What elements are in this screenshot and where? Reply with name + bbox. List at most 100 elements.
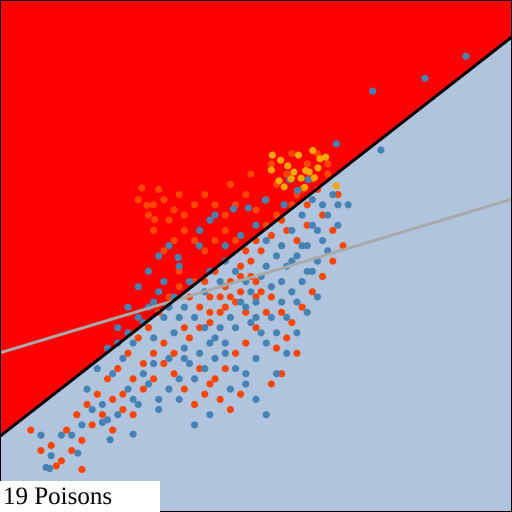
class-b-point xyxy=(216,308,224,316)
class-a-point xyxy=(462,52,470,60)
class-b-point xyxy=(68,446,76,455)
class-a-point xyxy=(334,201,342,209)
class-b-point xyxy=(329,257,337,265)
class-b-point xyxy=(252,206,260,214)
class-a-point xyxy=(47,452,55,460)
class-b-point xyxy=(231,298,240,306)
class-a-point xyxy=(134,283,142,291)
poison-point xyxy=(322,153,330,161)
class-b-point xyxy=(242,339,250,347)
class-a-point xyxy=(247,318,255,327)
class-b-point xyxy=(324,160,332,168)
class-a-point xyxy=(252,354,260,362)
class-a-point xyxy=(283,349,291,357)
class-b-point xyxy=(119,390,127,398)
class-a-point xyxy=(262,411,270,419)
class-b-point xyxy=(88,421,96,429)
class-b-point xyxy=(150,375,158,383)
class-b-point xyxy=(257,288,265,296)
poison-point xyxy=(302,166,310,175)
class-b-point xyxy=(165,216,173,224)
class-b-point xyxy=(57,457,66,465)
class-a-point xyxy=(293,329,301,337)
class-b-point xyxy=(196,365,204,373)
class-b-point xyxy=(151,216,159,224)
class-a-point xyxy=(206,411,214,419)
class-b-point xyxy=(119,406,127,414)
class-b-point xyxy=(47,441,55,450)
class-b-point xyxy=(231,349,240,357)
class-b-point xyxy=(308,288,316,296)
class-b-point xyxy=(206,318,214,327)
class-b-point xyxy=(272,344,281,352)
class-b-point xyxy=(231,237,240,245)
poison-count-caption: 19 Poisons xyxy=(3,483,113,510)
class-a-point xyxy=(242,370,250,378)
class-a-point xyxy=(165,385,173,393)
class-b-point xyxy=(252,324,260,332)
class-b-point xyxy=(237,272,245,281)
class-a-point xyxy=(229,205,238,213)
class-a-point xyxy=(329,190,337,199)
class-b-point xyxy=(180,385,188,393)
class-a-point xyxy=(124,385,132,393)
class-a-point xyxy=(377,146,385,154)
poison-point xyxy=(310,174,318,182)
class-b-point xyxy=(150,349,158,357)
class-b-point xyxy=(221,365,229,373)
class-b-point xyxy=(293,237,301,245)
class-b-point xyxy=(78,465,86,474)
class-b-point xyxy=(170,370,178,378)
poison-point xyxy=(267,166,275,174)
class-b-point xyxy=(196,303,204,311)
class-b-point xyxy=(283,334,291,342)
class-a-point xyxy=(98,418,106,426)
class-b-point xyxy=(124,349,132,357)
class-a-point xyxy=(57,431,66,439)
class-b-point xyxy=(129,375,137,383)
class-a-point xyxy=(190,313,199,322)
poison-point xyxy=(294,151,303,159)
class-b-point xyxy=(206,293,214,301)
class-b-point xyxy=(160,247,168,255)
poison-point xyxy=(268,151,276,159)
class-a-point xyxy=(190,421,199,429)
class-b-point xyxy=(216,293,224,301)
class-a-point xyxy=(170,329,178,337)
class-b-point xyxy=(37,446,45,455)
class-b-point xyxy=(278,370,286,378)
class-b-point xyxy=(52,462,60,470)
class-a-point xyxy=(303,308,311,316)
class-b-point xyxy=(98,411,106,419)
class-a-point xyxy=(93,365,101,373)
class-a-point xyxy=(155,406,163,414)
class-a-point xyxy=(165,242,173,250)
class-a-point xyxy=(155,252,163,260)
poison-point xyxy=(276,156,285,164)
class-a-point xyxy=(252,298,260,306)
class-a-point xyxy=(226,385,234,393)
class-a-point xyxy=(252,313,260,322)
class-a-point xyxy=(134,400,142,409)
poisoned-boundary-line xyxy=(0,197,512,355)
class-a-point xyxy=(175,262,183,270)
class-b-point xyxy=(211,237,219,245)
class-b-point xyxy=(196,324,204,332)
poison-point xyxy=(332,182,340,190)
class-b-point xyxy=(247,257,255,265)
class-a-point xyxy=(196,226,204,234)
class-a-point xyxy=(174,253,182,262)
class-a-point xyxy=(244,204,252,212)
class-a-point xyxy=(267,283,275,291)
class-b-point xyxy=(329,226,337,234)
class-b-point xyxy=(150,201,158,209)
class-b-point xyxy=(206,380,214,388)
class-a-point xyxy=(318,201,327,209)
class-a-point xyxy=(278,278,286,286)
class-b-point xyxy=(180,324,188,332)
class-b-point xyxy=(267,231,275,240)
class-a-point xyxy=(303,242,311,250)
class-b-point xyxy=(267,293,275,301)
class-a-point xyxy=(293,252,301,260)
class-b-point xyxy=(237,390,245,398)
